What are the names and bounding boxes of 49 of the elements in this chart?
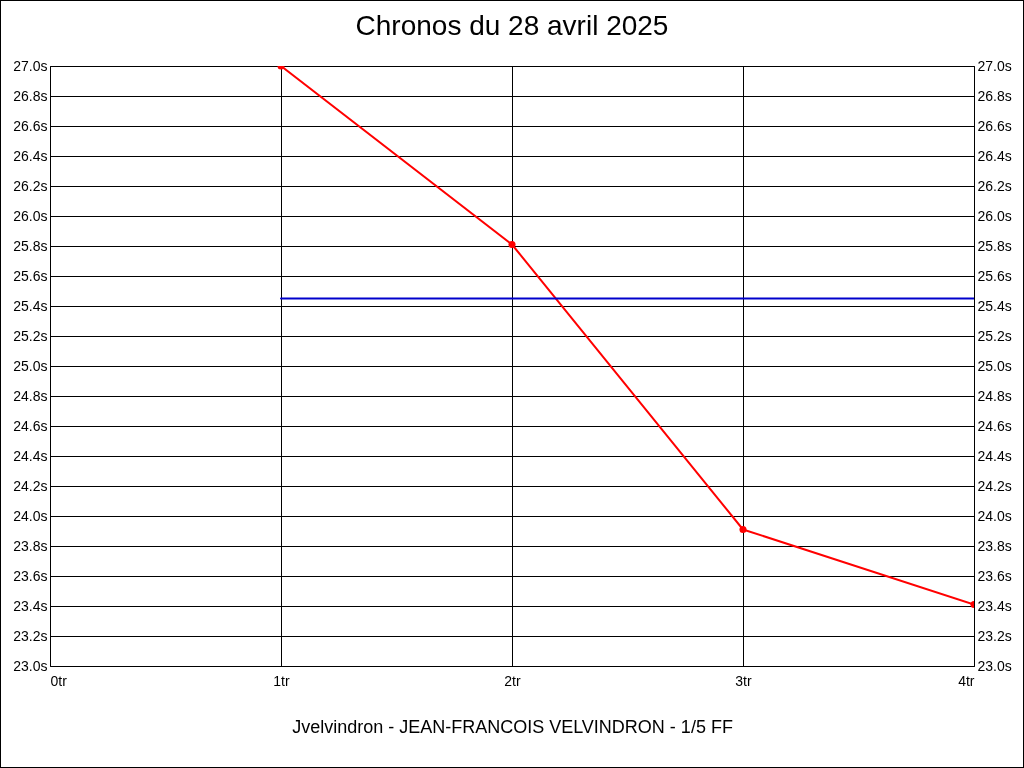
y-tick-label: 24.8s — [13, 387, 48, 404]
y2-tick-label: 24.2s — [977, 477, 1012, 494]
y-tick-label: 24.4s — [13, 447, 48, 464]
y2-tick-label: 26.6s — [977, 117, 1012, 134]
y2-tick-label: 25.4s — [977, 297, 1012, 314]
y-tick-label: 26.0s — [13, 207, 48, 224]
y-tick-label: 23.8s — [13, 537, 48, 554]
y2-tick-label: 24.6s — [977, 417, 1012, 434]
y2-tick-label: 25.2s — [977, 327, 1012, 344]
y-tick-label: 25.4s — [13, 297, 48, 314]
y2-tick-label: 24.8s — [977, 387, 1012, 404]
y2-tick-label: 27.0s — [977, 57, 1012, 74]
y2-tick-label: 23.6s — [977, 567, 1012, 584]
y2-tick-label: 23.4s — [977, 597, 1012, 614]
y-tick-label: 24.0s — [13, 507, 48, 524]
y-tick-label: 25.0s — [13, 357, 48, 374]
y2-tick-label: 25.8s — [977, 237, 1012, 254]
y-tick-label: 23.2s — [13, 627, 48, 644]
x-tick-label: 4tr — [958, 672, 975, 689]
y2-tick-label: 25.0s — [977, 357, 1012, 374]
y2-tick-label: 26.2s — [977, 177, 1012, 194]
y2-tick-label: 26.4s — [977, 147, 1012, 164]
y2-tick-label: 24.0s — [977, 507, 1012, 524]
y2-tick-label: 26.8s — [977, 87, 1012, 104]
y2-tick-label: 26.0s — [977, 207, 1012, 224]
y-tick-label: 25.8s — [13, 237, 48, 254]
y-tick-label: 23.0s — [13, 657, 48, 674]
y-tick-label: 26.6s — [13, 117, 48, 134]
y-tick-label: 26.8s — [13, 87, 48, 104]
y-tick-label: 26.4s — [13, 147, 48, 164]
x-tick-label: 0tr — [50, 672, 68, 689]
y-tick-label: 24.6s — [13, 417, 48, 434]
y2-tick-label: 23.2s — [977, 627, 1012, 644]
y-tick-label: 26.2s — [13, 177, 48, 194]
y2-tick-label: 23.8s — [977, 537, 1012, 554]
y2-tick-label: 25.6s — [977, 267, 1012, 284]
y-tick-label: 23.6s — [13, 567, 48, 584]
x-tick-label: 3tr — [735, 672, 752, 689]
y-tick-label: 24.2s — [13, 477, 48, 494]
x-axis-title: Jvelvindron - JEAN-FRANCOIS VELVINDRON - 1/5 FF — [292, 716, 733, 737]
y-tick-label: 25.2s — [13, 327, 48, 344]
y-tick-label: 25.6s — [13, 267, 48, 284]
chart-title: Chronos du 28 avril 2025 — [355, 10, 669, 41]
x-tick-label: 1tr — [273, 672, 290, 689]
x-tick-label: 2tr — [504, 672, 521, 689]
y-tick-label: 23.4s — [13, 597, 48, 614]
y2-tick-label: 24.4s — [977, 447, 1012, 464]
y-tick-label: 27.0s — [13, 57, 48, 74]
y2-tick-label: 23.0s — [977, 657, 1012, 674]
